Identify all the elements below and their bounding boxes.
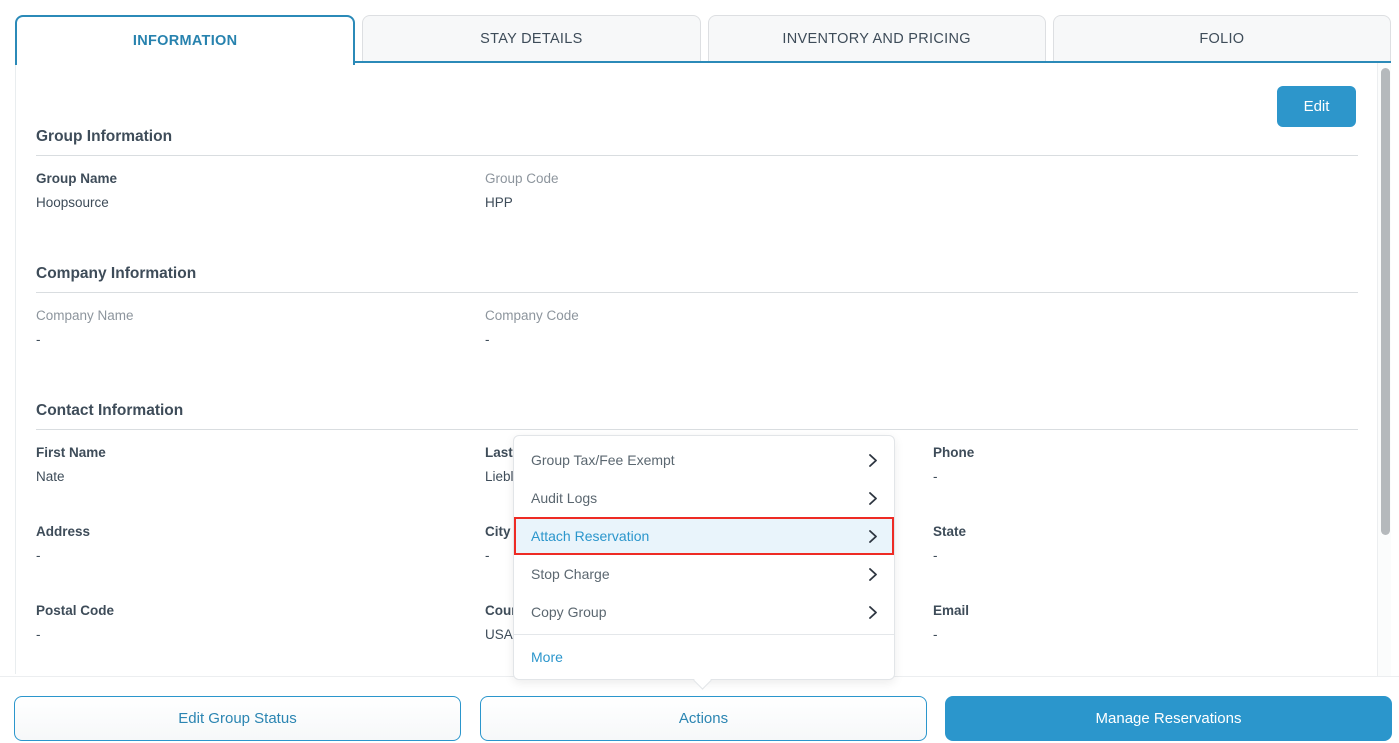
menu-item-stop-charge[interactable]: Stop Charge — [514, 555, 894, 593]
chevron-right-icon — [869, 491, 877, 505]
field-value: - — [485, 548, 490, 563]
field-value: Hoopsource — [36, 195, 109, 210]
chevron-right-icon — [869, 567, 877, 581]
field-label: Company Code — [485, 308, 579, 323]
section-title-contact-information: Contact Information — [36, 402, 1358, 430]
tab-inventory-and-pricing[interactable]: INVENTORY AND PRICING — [707, 15, 1046, 62]
menu-item-label: Attach Reservation — [531, 528, 650, 544]
company-information-fields: Company Name - Company Code - — [36, 308, 1358, 347]
field-city: City - — [485, 524, 933, 563]
section-title-group-information: Group Information — [36, 128, 1358, 156]
vertical-scrollbar-track[interactable] — [1377, 63, 1391, 676]
menu-item-attach-reservation[interactable]: Attach Reservation — [514, 517, 894, 555]
vertical-scrollbar-thumb[interactable] — [1381, 68, 1390, 535]
field-address: Address - — [36, 524, 485, 563]
section-title-company-information: Company Information — [36, 265, 1358, 293]
field-value: - — [485, 332, 490, 347]
field-label: Group Code — [485, 171, 559, 186]
field-label: Address — [36, 524, 91, 539]
field-label: Company Name — [36, 308, 134, 323]
chevron-right-icon — [869, 605, 877, 619]
menu-item-audit-logs[interactable]: Audit Logs — [514, 479, 894, 517]
menu-item-group-tax-fee-exempt[interactable]: Group Tax/Fee Exempt — [514, 441, 894, 479]
tab-bar: INFORMATION STAY DETAILS INVENTORY AND P… — [15, 15, 1391, 65]
menu-item-label: Group Tax/Fee Exempt — [531, 452, 675, 468]
field-label: Group Name — [36, 171, 118, 186]
group-information-fields: Group Name Hoopsource Group Code HPP — [36, 171, 1358, 210]
contact-fields-row-2: Address - City - State - — [36, 524, 1358, 563]
tabbar-underline — [354, 61, 1391, 63]
field-phone: Phone - — [933, 445, 1358, 484]
menu-item-label: Copy Group — [531, 604, 607, 620]
field-value: - — [36, 332, 41, 347]
tab-information[interactable]: INFORMATION — [15, 15, 356, 65]
menu-item-label: Audit Logs — [531, 490, 598, 506]
field-label: State — [933, 524, 967, 539]
field-label: First Name — [36, 445, 106, 460]
tab-stay-details[interactable]: STAY DETAILS — [362, 15, 701, 62]
field-first-name: First Name Nate — [36, 445, 485, 484]
field-value: - — [933, 548, 938, 563]
menu-item-copy-group[interactable]: Copy Group — [514, 593, 894, 631]
field-value: - — [933, 469, 938, 484]
menu-item-more[interactable]: More — [514, 634, 894, 679]
field-company-name: Company Name - — [36, 308, 485, 347]
field-label: Postal Code — [36, 603, 115, 618]
field-label: Phone — [933, 445, 975, 460]
tab-folio[interactable]: FOLIO — [1052, 15, 1391, 62]
field-value: Liebl — [485, 469, 514, 484]
manage-reservations-button[interactable]: Manage Reservations — [945, 696, 1392, 741]
field-value: - — [36, 548, 41, 563]
footer-action-bar: Edit Group Status Actions Manage Reserva… — [0, 676, 1399, 743]
field-group-name: Group Name Hoopsource — [36, 171, 485, 210]
field-value: HPP — [485, 195, 513, 210]
chevron-right-icon — [869, 529, 877, 543]
menu-item-label: Stop Charge — [531, 566, 610, 582]
edit-button[interactable]: Edit — [1277, 86, 1356, 127]
edit-group-status-button[interactable]: Edit Group Status — [14, 696, 461, 741]
field-email: Email - — [933, 603, 1358, 642]
content-left-border — [15, 62, 16, 674]
actions-dropdown-menu: Group Tax/Fee Exempt Audit Logs Attach R… — [513, 435, 895, 690]
field-value: - — [933, 627, 938, 642]
field-company-code: Company Code - — [485, 308, 933, 347]
field-label: Email — [933, 603, 970, 618]
field-state: State - — [933, 524, 1358, 563]
field-value: USA — [485, 627, 513, 642]
field-group-code: Group Code HPP — [485, 171, 933, 210]
field-value: - — [36, 627, 41, 642]
chevron-right-icon — [869, 453, 877, 467]
actions-button[interactable]: Actions — [480, 696, 927, 741]
field-postal-code: Postal Code - — [36, 603, 485, 642]
field-value: Nate — [36, 469, 65, 484]
field-label: City — [485, 524, 511, 539]
